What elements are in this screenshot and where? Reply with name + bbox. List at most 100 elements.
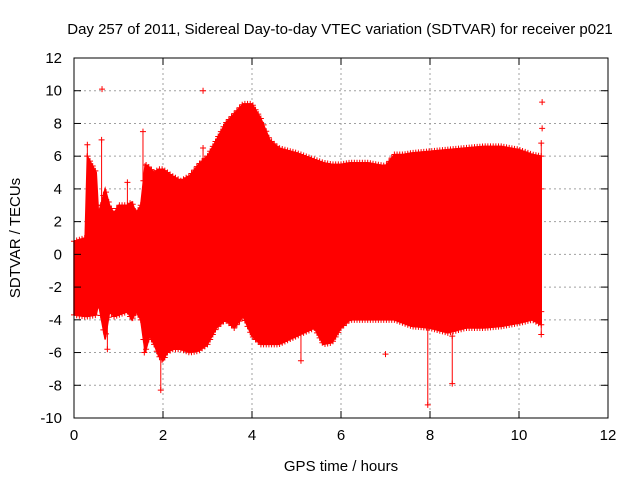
data-point (516, 319, 523, 326)
data-point (167, 347, 174, 354)
data-point (530, 317, 537, 324)
data-point (450, 328, 457, 335)
x-tick-label: 2 (159, 427, 167, 444)
data-point (276, 340, 283, 347)
data-point (113, 205, 120, 212)
data-point (447, 329, 454, 336)
data-point (135, 207, 142, 214)
data-point (100, 326, 107, 333)
data-point (292, 149, 299, 156)
data-point (141, 300, 148, 307)
chart-title: Day 257 of 2011, Sidereal Day-to-day VTE… (67, 21, 613, 38)
outlier-point (200, 87, 207, 94)
data-point (316, 158, 323, 165)
data-point (159, 166, 166, 173)
data-point (89, 163, 96, 169)
outlier-point (99, 86, 106, 93)
data-point (305, 154, 312, 161)
data-point (522, 148, 529, 155)
data-point (116, 311, 123, 318)
data-point (535, 320, 542, 327)
data-point (265, 134, 272, 141)
data-point (169, 173, 176, 180)
data-point (124, 308, 131, 315)
data-point (113, 312, 120, 319)
data-point (124, 179, 131, 186)
data-point (313, 157, 320, 164)
data-point (204, 341, 211, 348)
data-point (514, 146, 521, 153)
data-point (434, 326, 441, 333)
data-point (139, 128, 146, 135)
data-point (177, 177, 184, 184)
data-point (305, 327, 312, 334)
data-point (193, 163, 200, 170)
data-point (319, 339, 326, 346)
data-point (151, 341, 158, 348)
x-tick-label: 12 (600, 427, 617, 444)
data-point (220, 318, 227, 325)
data-point (297, 316, 304, 323)
data-point (452, 327, 459, 334)
data-point (153, 167, 160, 174)
data-point (455, 326, 462, 333)
data-point (145, 163, 152, 170)
outlier-point (539, 99, 546, 106)
data-point (217, 128, 224, 135)
data-point (215, 133, 222, 140)
data-point (524, 317, 531, 324)
data-point (449, 380, 456, 387)
data-series (71, 86, 546, 408)
data-point (399, 319, 406, 326)
data-point (527, 150, 534, 157)
data-point (212, 326, 219, 333)
data-point (514, 320, 521, 327)
data-point (281, 146, 288, 153)
data-point (524, 149, 531, 156)
data-point (103, 189, 110, 196)
data-point (104, 346, 111, 353)
data-point (436, 327, 443, 334)
data-point (391, 316, 398, 323)
data-point (236, 318, 243, 325)
data-point (247, 100, 254, 107)
data-point (247, 329, 254, 336)
data-point (84, 141, 91, 148)
data-point (255, 111, 262, 118)
data-point (244, 323, 251, 330)
data-point (124, 235, 131, 241)
data-point (289, 148, 296, 155)
data-point (129, 315, 136, 322)
data-point (98, 243, 105, 250)
data-point (538, 140, 545, 147)
data-point (97, 202, 104, 209)
data-point (402, 320, 409, 327)
data-point (148, 336, 155, 343)
data-point (313, 329, 320, 336)
data-point (522, 318, 529, 325)
data-point (175, 176, 182, 183)
data-point (279, 339, 286, 346)
data-point (231, 110, 238, 117)
data-point (180, 176, 187, 183)
data-point (209, 143, 216, 150)
data-point (228, 113, 235, 120)
data-point (76, 236, 83, 243)
x-tick-label: 10 (511, 427, 528, 444)
data-point (236, 104, 243, 111)
y-tick-label: 10 (45, 83, 62, 100)
data-point (172, 174, 179, 181)
data-point (346, 317, 353, 324)
data-point (386, 158, 393, 165)
data-point (188, 170, 195, 177)
y-tick-label: -4 (49, 312, 62, 329)
data-point (141, 349, 148, 356)
data-point (177, 346, 184, 353)
data-point (292, 333, 299, 340)
data-point (295, 332, 302, 339)
y-axis-label: SDTVAR / TECUs (7, 178, 24, 298)
data-point (191, 167, 198, 174)
data-point (329, 338, 336, 345)
data-point (207, 148, 214, 155)
